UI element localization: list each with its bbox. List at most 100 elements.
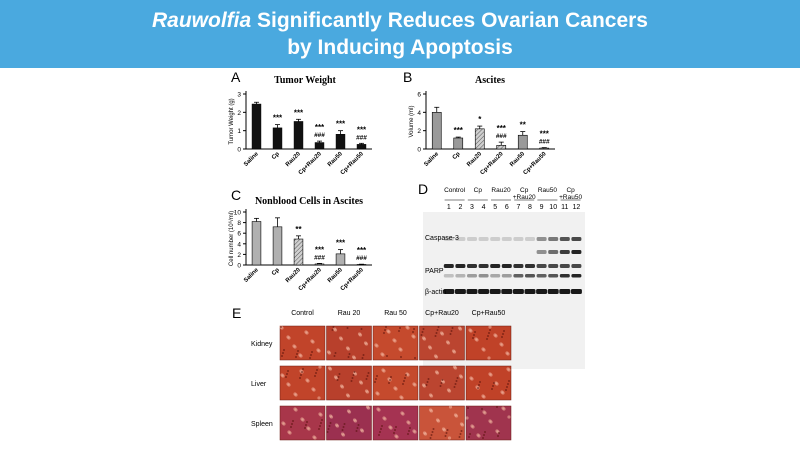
tissue-nucleus [336,379,339,381]
tissue-nucleus [481,408,483,410]
tissue-texture [281,374,285,378]
tissue-nucleus [472,337,474,339]
tissue-nucleus [503,330,505,332]
tissue-nucleus [366,375,369,377]
tissue-texture [494,334,498,338]
tissue-texture [311,340,315,344]
tissue-nucleus [450,330,453,332]
tissue-nucleus [281,355,283,357]
significance-label: ### [356,255,367,262]
cleaved-parp-band [559,274,570,278]
tissue-texture [507,415,511,419]
tissue-nucleus [430,434,433,436]
panel-letter-e: E [232,305,241,321]
category-label: Cp+Rau20 [298,267,324,293]
band-label: β-actin [425,289,446,296]
lane-number: 5 [493,204,497,211]
tissue-texture [429,409,434,413]
significance-label: ** [520,121,527,130]
actin-band [501,289,513,294]
tissue-texture [317,349,321,353]
significance-label: ** [295,225,302,234]
tissue-nucleus [306,421,308,423]
tissue-texture [447,436,452,440]
slide-title-line-2: by Inducing Apoptosis [287,36,513,59]
tissue-texture [365,390,370,394]
actin-band [489,289,501,294]
tissue-nucleus [297,350,299,352]
tissue-texture [333,328,338,332]
histology-image [372,365,419,401]
bar [453,137,464,150]
significance-label: *** [357,246,367,255]
bar [431,112,442,150]
tissue-texture [328,367,333,371]
significance-label: *** [273,114,283,123]
band-label: PARP [425,268,444,275]
tissue-nucleus [286,373,288,375]
tissue-nucleus [315,372,317,374]
tissue-texture [399,348,403,352]
y-tick-label: 6 [237,231,241,238]
significance-label: *** [336,239,346,248]
tissue-texture [412,335,416,339]
lane-number: 10 [549,204,557,211]
tissue-nucleus [486,338,488,340]
parp-band [455,264,466,268]
tissue-texture [305,331,309,335]
tissue-texture [375,344,379,348]
tissue-nucleus [434,335,437,337]
tissue-nucleus [479,381,481,383]
tissue-nucleus [444,435,447,437]
bar [272,127,283,150]
category-label: Saline [243,151,260,168]
tissue-texture [436,419,441,423]
histology-column-label: Rau 50 [384,310,407,317]
histology-column-label: Cp+Rau20 [425,310,459,317]
tissue-nucleus [400,356,402,358]
tissue-nucleus [404,377,406,379]
tissue-texture [482,395,486,399]
significance-label: *** [315,245,325,254]
actin-band [524,289,536,294]
caspase-band [536,237,547,241]
tissue-texture [440,332,445,336]
tissue-nucleus [492,385,494,387]
parp-band [525,264,535,268]
tissue-texture [442,428,447,432]
tissue-nucleus [338,373,341,375]
bar [251,103,262,150]
tissue-texture [288,431,292,435]
tissue-nucleus [352,374,355,376]
histology-image [419,325,465,361]
tissue-texture [495,382,499,386]
tissue-nucleus [361,357,364,359]
tissue-nucleus [285,376,287,378]
bar [293,121,304,150]
tissue-nucleus [421,331,424,333]
tissue-texture [482,348,486,352]
tissue-nucleus [460,430,463,432]
tissue-nucleus [314,375,316,377]
tissue-texture [329,415,334,419]
tissue-texture [294,393,298,397]
tissue-nucleus [393,432,395,434]
caspase-band [501,237,512,241]
tissue-texture [341,433,346,437]
tissue-texture [387,330,391,334]
tissue-nucleus [399,327,401,329]
blot-group-label: Cp [474,187,483,194]
chart-title: Tumor Weight [274,75,336,86]
category-label: Rau20 [285,267,302,284]
bar [335,253,346,266]
tissue-nucleus [496,406,498,408]
tissue-nucleus [429,437,432,439]
actin-band [559,289,571,294]
lane-number: 3 [470,204,474,211]
tissue-texture [340,385,345,389]
tissue-nucleus [477,387,479,389]
title-rest: Significantly Reduces Ovarian Cancers [251,9,648,32]
histology-image [372,325,419,361]
tissue-texture [413,383,417,387]
